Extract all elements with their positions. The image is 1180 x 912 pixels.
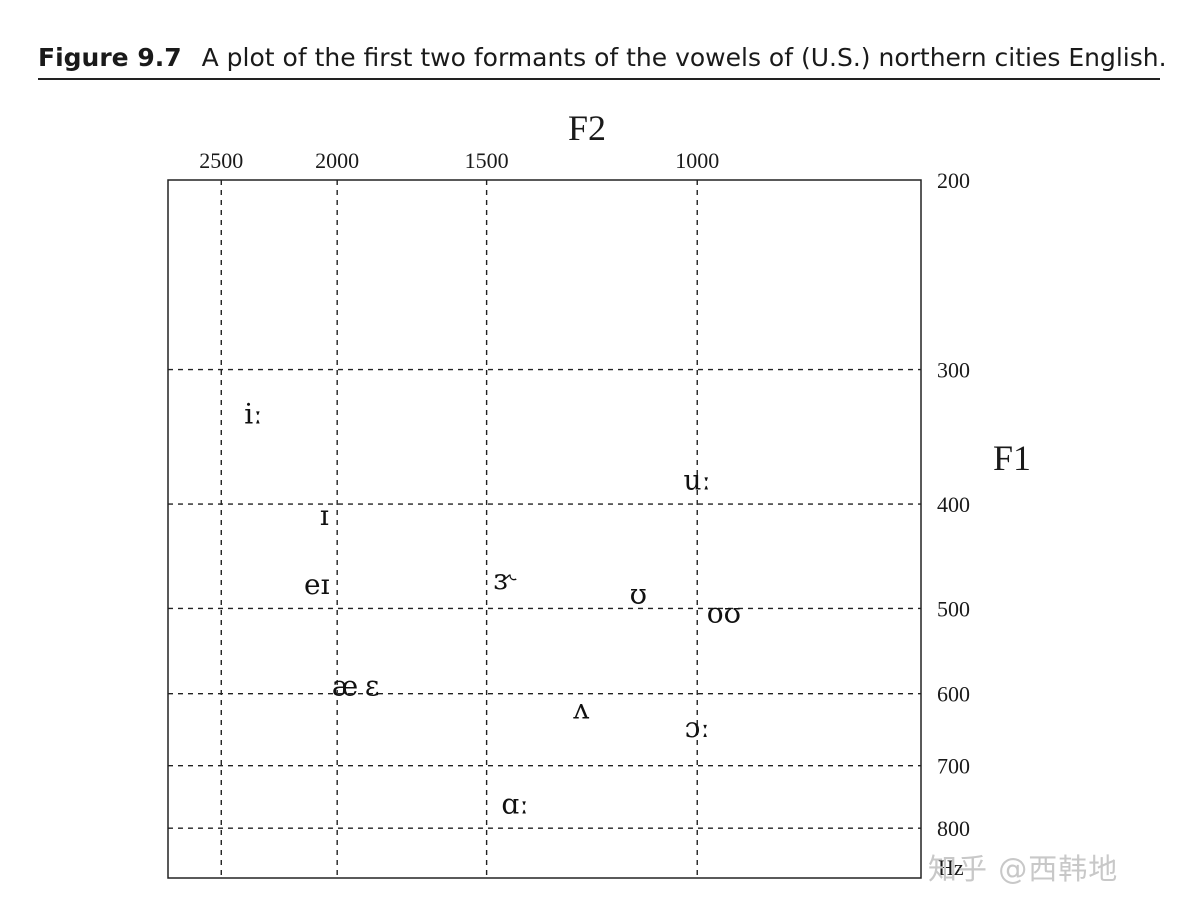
vowel-point-label: ʊ	[630, 578, 647, 611]
x-tick-label: 2000	[315, 148, 359, 173]
x-axis-label: F2	[568, 108, 606, 148]
y-tick-label: 200	[937, 168, 970, 193]
vowel-point-label: uː	[683, 464, 710, 497]
vowel-point-label: ɛ	[365, 669, 380, 702]
vowel-point-label: oʊ	[707, 597, 741, 630]
y-axis-label: F1	[993, 438, 1031, 478]
gridlines	[168, 180, 921, 878]
y-tick-label: 600	[937, 682, 970, 707]
caption-text: A plot of the first two formants of the …	[201, 43, 1167, 72]
plot-frame	[167, 179, 922, 879]
y-tick-labels: 200 300 400 500 600 700 800	[937, 168, 970, 841]
vowel-point-label: iː	[244, 398, 262, 431]
y-tick-label: 800	[937, 816, 970, 841]
figure-caption: Figure 9.7 A plot of the first two forman…	[38, 38, 1167, 80]
vowel-point-label: ɝ	[493, 563, 517, 596]
x-tick-labels: 2500 2000 1500 1000	[199, 148, 719, 173]
vowel-point-label: ʌ	[572, 692, 589, 725]
y-tick-label: 400	[937, 492, 970, 517]
vowel-point-label: eɪ	[304, 568, 330, 601]
vowel-points: iː ɪ eɪ æ ɛ ɝ ʊ uː oʊ ʌ ɔː ɑː	[244, 398, 741, 821]
vowel-point-label: ɑː	[501, 788, 528, 821]
figure-label: Figure 9.7	[38, 43, 182, 72]
watermark: 知乎 @西韩地	[928, 852, 1119, 886]
y-unit-label: Hz	[938, 855, 964, 880]
x-tick-label: 2500	[199, 148, 243, 173]
vowel-point-label: ɔː	[685, 711, 710, 744]
y-tick-label: 300	[937, 358, 970, 383]
x-tick-label: 1000	[675, 148, 719, 173]
vowel-point-label: æ	[332, 669, 358, 702]
vowel-point-label: ɪ	[320, 499, 329, 532]
y-tick-label: 700	[937, 754, 970, 779]
x-tick-label: 1500	[465, 148, 509, 173]
y-tick-label: 500	[937, 596, 970, 621]
